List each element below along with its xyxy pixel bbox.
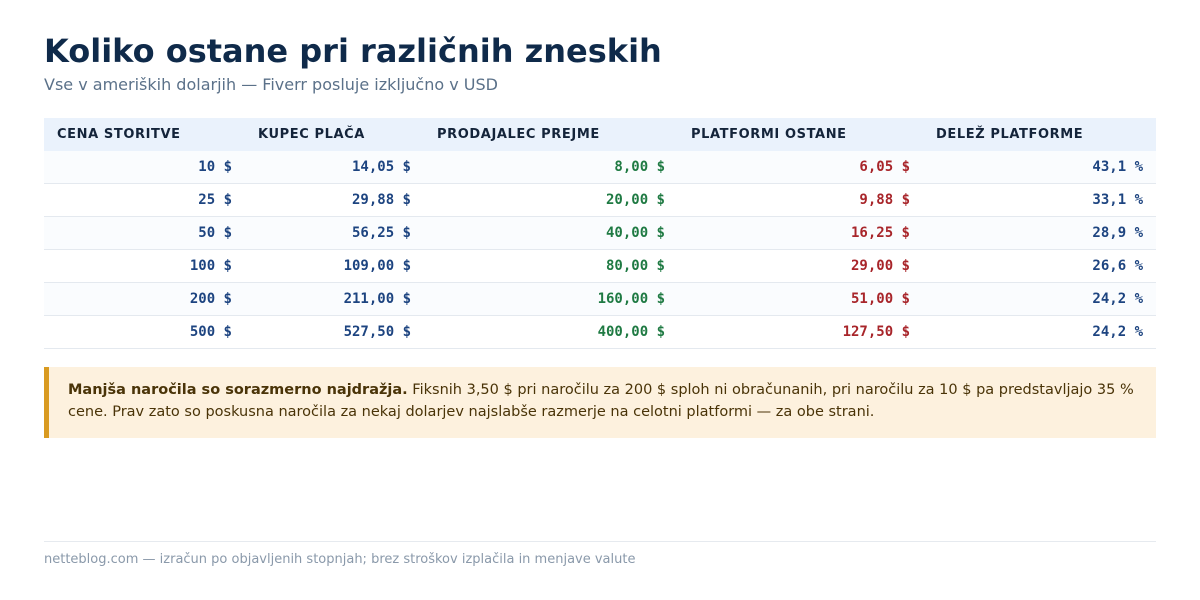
cell-seller-receives: 8,00 $ — [424, 151, 678, 184]
page-subtitle: Vse v ameriških dolarjih — Fiverr posluj… — [44, 75, 498, 94]
fee-table: CENA STORITVE KUPEC PLAČA PRODAJALEC PRE… — [44, 118, 1156, 349]
column-header-platform-keeps: PLATFORMI OSTANE — [678, 118, 923, 151]
page-title: Koliko ostane pri različnih zneskih — [44, 32, 662, 70]
callout-note: Manjša naročila so sorazmerno najdražja.… — [44, 367, 1156, 438]
cell-buyer-pays: 29,88 $ — [245, 183, 424, 217]
table-row: 200 $ 211,00 $ 160,00 $ 51,00 $ 24,2 % — [44, 282, 1156, 316]
cell-platform-keeps: 127,50 $ — [678, 315, 923, 349]
header-row: CENA STORITVE KUPEC PLAČA PRODAJALEC PRE… — [44, 118, 1156, 151]
cell-seller-receives: 160,00 $ — [424, 282, 678, 316]
cell-platform-keeps: 9,88 $ — [678, 183, 923, 217]
page: Koliko ostane pri različnih zneskih Vse … — [44, 0, 1156, 600]
column-header-seller-receives: PRODAJALEC PREJME — [424, 118, 678, 151]
fee-table-header: CENA STORITVE KUPEC PLAČA PRODAJALEC PRE… — [44, 118, 1156, 151]
callout-note-text: Fiksnih 3,50 $ pri naročilu za 200 $ spl… — [68, 382, 1134, 420]
cell-platform-share: 33,1 % — [923, 183, 1156, 217]
callout-note-lead: Manjša naročila so sorazmerno najdražja. — [68, 382, 408, 398]
cell-platform-share: 28,9 % — [923, 216, 1156, 250]
cell-service-price: 200 $ — [44, 282, 245, 316]
table-row: 50 $ 56,25 $ 40,00 $ 16,25 $ 28,9 % — [44, 216, 1156, 250]
cell-buyer-pays: 14,05 $ — [245, 151, 424, 184]
cell-platform-keeps: 6,05 $ — [678, 151, 923, 184]
cell-seller-receives: 80,00 $ — [424, 249, 678, 283]
cell-platform-keeps: 51,00 $ — [678, 282, 923, 316]
cell-buyer-pays: 527,50 $ — [245, 315, 424, 349]
column-header-service-price: CENA STORITVE — [44, 118, 245, 151]
footer-note: netteblog.com — izračun po objavljenih s… — [44, 541, 1156, 567]
table-row: 25 $ 29,88 $ 20,00 $ 9,88 $ 33,1 % — [44, 183, 1156, 217]
table-row: 100 $ 109,00 $ 80,00 $ 29,00 $ 26,6 % — [44, 249, 1156, 283]
fee-table-body: 10 $ 14,05 $ 8,00 $ 6,05 $ 43,1 % 25 $ 2… — [44, 151, 1156, 349]
cell-platform-share: 24,2 % — [923, 315, 1156, 349]
cell-buyer-pays: 211,00 $ — [245, 282, 424, 316]
cell-platform-share: 24,2 % — [923, 282, 1156, 316]
cell-platform-share: 43,1 % — [923, 151, 1156, 184]
column-header-buyer-pays: KUPEC PLAČA — [245, 118, 424, 151]
cell-service-price: 500 $ — [44, 315, 245, 349]
cell-seller-receives: 400,00 $ — [424, 315, 678, 349]
cell-platform-share: 26,6 % — [923, 249, 1156, 283]
cell-buyer-pays: 109,00 $ — [245, 249, 424, 283]
cell-platform-keeps: 29,00 $ — [678, 249, 923, 283]
cell-service-price: 100 $ — [44, 249, 245, 283]
cell-service-price: 25 $ — [44, 183, 245, 217]
column-header-platform-share: DELEŽ PLATFORME — [923, 118, 1156, 151]
cell-seller-receives: 40,00 $ — [424, 216, 678, 250]
cell-buyer-pays: 56,25 $ — [245, 216, 424, 250]
cell-seller-receives: 20,00 $ — [424, 183, 678, 217]
cell-service-price: 50 $ — [44, 216, 245, 250]
cell-service-price: 10 $ — [44, 151, 245, 184]
cell-platform-keeps: 16,25 $ — [678, 216, 923, 250]
table-row: 500 $ 527,50 $ 400,00 $ 127,50 $ 24,2 % — [44, 315, 1156, 349]
table-row: 10 $ 14,05 $ 8,00 $ 6,05 $ 43,1 % — [44, 151, 1156, 184]
